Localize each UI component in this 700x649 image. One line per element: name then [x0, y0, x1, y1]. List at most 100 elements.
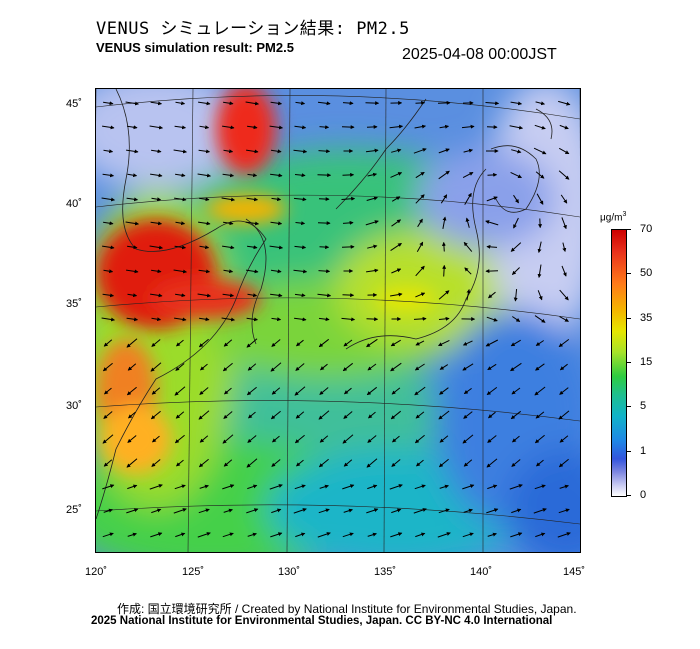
wind-arrow — [560, 194, 568, 204]
wind-arrow — [438, 290, 450, 300]
wind-arrow — [245, 101, 260, 106]
wind-arrow — [271, 317, 282, 322]
wind-arrow — [391, 459, 401, 467]
wind-arrow — [511, 149, 522, 154]
wind-arrow — [199, 197, 210, 202]
wind-arrow — [486, 458, 498, 468]
wind-arrow — [102, 293, 115, 298]
wind-arrow — [223, 508, 233, 513]
wind-arrow — [174, 197, 187, 202]
wind-arrow — [441, 241, 446, 252]
wind-arrow — [367, 484, 378, 490]
wind-arrow — [415, 100, 426, 105]
wind-arrow — [173, 269, 188, 274]
wind-arrow — [342, 532, 354, 538]
wind-arrow — [466, 288, 471, 301]
wind-arrow — [438, 316, 450, 321]
wind-arrow — [342, 434, 354, 444]
wind-arrow — [150, 221, 163, 226]
wind-arrow — [318, 508, 330, 514]
wind-arrow — [438, 458, 449, 468]
wind-arrow — [222, 125, 235, 130]
wind-arrow — [246, 338, 258, 348]
wind-arrow — [557, 532, 571, 538]
wind-arrow — [270, 269, 282, 274]
wind-arrow — [223, 221, 234, 226]
wind-arrow — [295, 459, 304, 467]
wind-arrow — [486, 316, 498, 322]
wind-arrow — [150, 173, 163, 178]
wind-arrow — [462, 340, 473, 346]
wind-arrow — [440, 194, 448, 204]
wind-arrow — [367, 411, 376, 419]
wind-arrow — [175, 293, 186, 298]
wind-arrow — [558, 170, 570, 180]
wind-arrow — [535, 171, 545, 179]
wind-arrow — [533, 147, 547, 155]
wind-arrow — [413, 316, 427, 321]
wind-arrow — [269, 245, 284, 250]
wind-arrow — [415, 171, 425, 179]
wind-arrow — [510, 339, 521, 347]
wind-arrow — [127, 173, 138, 178]
wind-arrow — [343, 508, 353, 513]
wind-arrow — [534, 484, 546, 490]
wind-arrow — [271, 387, 281, 395]
wind-arrow — [246, 508, 259, 514]
wind-arrow — [102, 125, 115, 130]
wind-arrow — [417, 218, 423, 228]
colorbar-tick-50: 50 — [640, 267, 653, 279]
wind-arrow — [269, 125, 284, 130]
wind-arrow — [102, 532, 114, 538]
colorbar-tick-5: 5 — [640, 400, 647, 412]
wind-arrow — [197, 532, 211, 538]
wind-arrow — [390, 292, 403, 297]
wind-arrow — [366, 196, 378, 201]
wind-arrow — [294, 317, 307, 322]
wind-arrow — [222, 362, 233, 372]
colorbar-tick-1: 1 — [640, 445, 647, 457]
wind-arrow — [512, 316, 521, 322]
wind-arrow — [294, 293, 306, 298]
lon-label-140: 140˚ — [470, 566, 493, 578]
wind-arrow — [151, 149, 162, 154]
wind-arrow — [510, 171, 523, 179]
wind-arrow — [318, 410, 330, 420]
wind-arrow — [246, 197, 259, 202]
wind-arrow — [367, 532, 377, 537]
wind-arrow — [513, 194, 519, 204]
wind-arrow — [150, 101, 163, 106]
wind-arrow — [509, 484, 523, 490]
lat-label-25: 25˚ — [66, 504, 82, 516]
wind-arrow — [439, 364, 449, 370]
wind-arrow — [246, 386, 257, 396]
wind-arrow — [175, 532, 186, 538]
wind-arrow — [293, 508, 307, 514]
colorbar-tick-0: 0 — [640, 489, 647, 501]
wind-arrow — [319, 387, 329, 395]
wind-arrow — [511, 387, 521, 395]
wind-arrow — [558, 338, 570, 348]
wind-arrow — [295, 101, 306, 106]
wind-arrow — [537, 290, 543, 301]
wind-arrow — [198, 338, 209, 348]
wind-arrow — [247, 484, 258, 490]
wind-arrow — [485, 220, 499, 226]
wind-arrow — [318, 269, 331, 274]
wind-arrow — [270, 221, 283, 226]
wind-arrow — [559, 124, 569, 130]
wind-arrow — [464, 267, 472, 275]
wind-arrow — [414, 434, 425, 444]
wind-arrow — [486, 244, 498, 249]
wind-arrow — [465, 217, 470, 228]
wind-arrow — [270, 101, 283, 106]
wind-arrow — [559, 435, 569, 443]
wind-arrow — [366, 317, 379, 322]
wind-arrow — [317, 532, 331, 538]
wind-arrow — [198, 149, 211, 154]
wind-arrow — [175, 411, 185, 419]
wind-arrow — [126, 458, 138, 468]
wind-arrow — [318, 317, 330, 322]
wind-arrow — [199, 435, 209, 443]
wind-arrow — [534, 386, 546, 396]
